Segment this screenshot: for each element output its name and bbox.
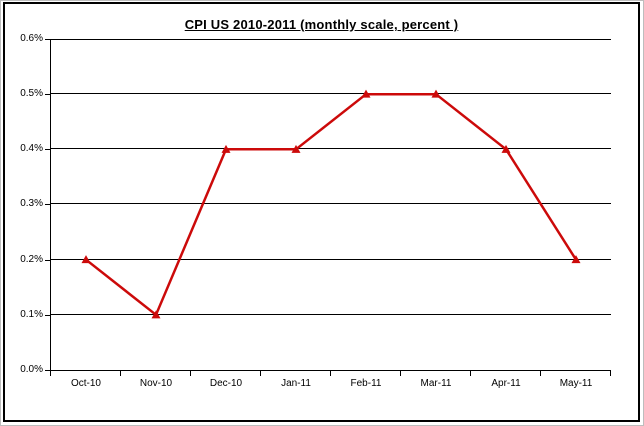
x-axis-tick [190,371,191,376]
x-tick-label: Feb-11 [350,378,382,389]
x-tick-label: Mar-11 [420,378,452,389]
x-tick-label: Nov-10 [139,378,173,389]
x-axis-tick [400,371,401,376]
y-axis-tick [45,204,50,205]
data-point-marker [571,255,581,264]
data-point-marker [151,310,161,319]
data-line [85,92,578,317]
y-axis-tick [45,39,50,40]
x-axis-tick [540,371,541,376]
x-axis-tick [610,371,611,376]
x-tick-label: May-11 [559,378,593,389]
x-tick-label: Oct-10 [70,378,101,389]
y-tick-label: 0.4% [20,143,43,154]
y-axis-tick [45,315,50,316]
gridline [51,93,611,94]
gridline [51,148,611,149]
chart-window: CPI US 2010-2011 (monthly scale, percent… [3,2,640,422]
y-axis-tick [45,149,50,150]
chart-title: CPI US 2010-2011 (monthly scale, percent… [184,17,459,32]
y-tick-label: 0.2% [20,254,43,265]
x-axis-tick [50,371,51,376]
y-tick-label: 0.3% [20,198,43,209]
plot-inner [51,39,611,370]
x-tick-label: Jan-11 [281,378,311,389]
line-series-layer [81,89,581,319]
data-point-marker [81,255,91,264]
y-axis-tick [45,370,50,371]
x-tick-label: Dec-10 [209,378,243,389]
y-tick-label: 0.5% [20,88,43,99]
x-axis-tick [260,371,261,376]
y-tick-label: 0.1% [20,309,43,320]
data-point-marker [431,89,441,98]
y-axis-tick [45,260,50,261]
plot-area [50,39,611,371]
gridline [51,203,611,204]
x-axis-tick [120,371,121,376]
gridline [51,39,611,40]
x-tick-label: Apr-11 [491,378,521,389]
y-tick-label: 0.6% [20,33,43,44]
gridline [51,259,611,260]
data-point-marker [361,89,371,98]
y-tick-label: 0.0% [20,364,43,375]
x-axis-tick [330,371,331,376]
x-axis-tick [470,371,471,376]
y-axis-tick [45,94,50,95]
gridline [51,314,611,315]
data-point-marker [291,144,301,153]
data-point-marker [221,144,231,153]
data-point-marker [501,144,511,153]
